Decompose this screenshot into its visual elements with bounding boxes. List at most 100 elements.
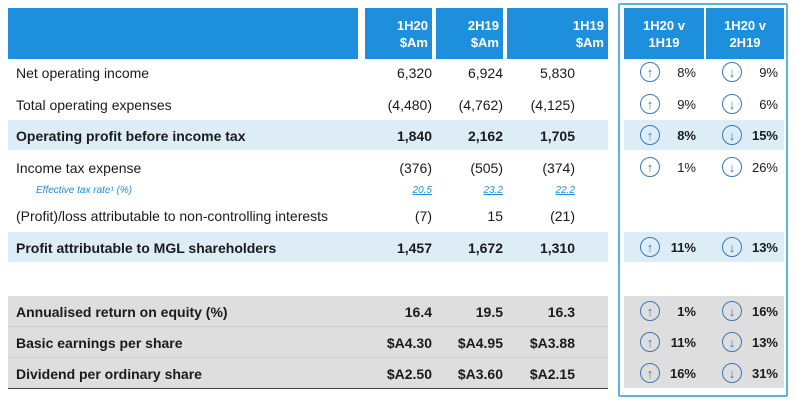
down-arrow-circle-icon: ↓ <box>722 125 742 145</box>
change-vs-2h19: ↓ 13% <box>722 332 778 352</box>
row-label-basic-eps: Basic earnings per share <box>16 335 183 351</box>
row-label-effective-tax-rate: Effective tax rate¹ (%) <box>36 185 133 196</box>
row-label-profit-attributable: Profit attributable to MGL shareholders <box>16 240 277 256</box>
value-2h19: 15 <box>487 208 503 224</box>
value-1h20: $A2.50 <box>386 366 432 382</box>
down-arrow-circle-icon: ↓ <box>722 237 742 257</box>
change-value: 8% <box>677 64 696 80</box>
change-value: 16% <box>669 365 696 381</box>
value-1h20: (376) <box>399 160 432 176</box>
value-1h19: 22.2 <box>555 185 575 196</box>
value-2h19: 23.2 <box>483 185 503 196</box>
value-2h19: 2,162 <box>467 128 503 144</box>
column-header-unit: $Am <box>399 35 428 50</box>
change-value: 13% <box>751 239 778 255</box>
value-2h19: (4,762) <box>458 97 503 113</box>
highlight-row-operating-profit <box>8 120 608 150</box>
change-vs-1h19: ↑ 9% <box>640 94 696 114</box>
change-vs-2h19: ↓ 9% <box>722 62 778 82</box>
value-1h20: 20.5 <box>412 185 432 196</box>
value-2h19: 19.5 <box>475 304 503 320</box>
row-label-income-tax-expense: Income tax expense <box>16 160 142 176</box>
value-1h19: (21) <box>550 208 575 224</box>
value-1h20: 16.4 <box>404 304 432 320</box>
column-header-period: 2H19 <box>467 18 499 33</box>
header-bar <box>8 8 358 59</box>
change-value: 9% <box>759 64 778 80</box>
comparison-header-line: 1H19 <box>648 35 680 50</box>
change-value: 9% <box>677 96 696 112</box>
column-header-2h19: 2H19 $Am <box>436 8 503 59</box>
table-bottom-rule <box>8 388 608 389</box>
value-1h19: $A2.15 <box>529 366 575 382</box>
value-1h19: 5,830 <box>539 65 575 81</box>
comparison-header-line: 1H20 v <box>724 18 766 33</box>
down-arrow-circle-icon: ↓ <box>722 62 742 82</box>
value-2h19: $A4.95 <box>457 335 503 351</box>
comparison-header-1h20-v-2h19: 1H20 v 2H19 <box>706 8 784 59</box>
change-value: 26% <box>751 159 778 175</box>
up-arrow-circle-icon: ↑ <box>640 94 660 114</box>
change-vs-1h19: ↑ 1% <box>640 301 696 321</box>
up-arrow-circle-icon: ↑ <box>640 301 660 321</box>
change-vs-1h19: ↑ 16% <box>640 363 696 383</box>
change-value: 13% <box>751 334 778 350</box>
column-header-unit: $Am <box>575 35 604 50</box>
up-arrow-circle-icon: ↑ <box>640 125 660 145</box>
comparison-header-line: 1H20 v <box>643 18 685 33</box>
up-arrow-circle-icon: ↑ <box>640 332 660 352</box>
value-1h20: 6,320 <box>396 65 432 81</box>
change-value: 16% <box>751 303 778 319</box>
value-1h19: 16.3 <box>547 304 575 320</box>
down-arrow-circle-icon: ↓ <box>722 301 742 321</box>
value-1h20: (7) <box>414 208 432 224</box>
change-value: 8% <box>677 127 696 143</box>
row-label-operating-profit: Operating profit before income tax <box>16 128 246 144</box>
down-arrow-circle-icon: ↓ <box>722 332 742 352</box>
change-vs-2h19: ↓ 16% <box>722 301 778 321</box>
up-arrow-circle-icon: ↑ <box>640 157 660 177</box>
change-value: 11% <box>670 334 696 350</box>
column-header-unit: $Am <box>470 35 499 50</box>
change-value: 6% <box>759 96 778 112</box>
row-label-net-operating-income: Net operating income <box>16 65 150 81</box>
change-vs-2h19: ↓ 26% <box>722 157 778 177</box>
down-arrow-circle-icon: ↓ <box>722 94 742 114</box>
row-label-return-on-equity: Annualised return on equity (%) <box>16 304 228 320</box>
column-header-period: 1H19 <box>572 18 604 33</box>
row-label-total-operating-expenses: Total operating expenses <box>16 97 172 113</box>
row-divider <box>8 357 608 358</box>
column-header-1h20: 1H20 $Am <box>365 8 432 59</box>
row-label-non-controlling-interests: (Profit)/loss attributable to non-contro… <box>16 208 329 224</box>
value-1h19: 1,705 <box>539 128 575 144</box>
change-vs-2h19: ↓ 6% <box>722 94 778 114</box>
highlight-row-profit-attributable <box>8 232 608 262</box>
value-1h20: (4,480) <box>387 97 432 113</box>
up-arrow-circle-icon: ↑ <box>640 363 660 383</box>
change-vs-1h19: ↑ 11% <box>640 237 696 257</box>
change-vs-1h19: ↑ 8% <box>640 125 696 145</box>
value-1h20: $A4.30 <box>386 335 432 351</box>
value-2h19: (505) <box>470 160 503 176</box>
change-value: 31% <box>751 365 778 381</box>
change-vs-1h19: ↑ 8% <box>640 62 696 82</box>
change-vs-2h19: ↓ 13% <box>722 237 778 257</box>
value-1h19: (4,125) <box>530 97 575 113</box>
row-divider <box>8 326 608 327</box>
comparison-header-line: 2H19 <box>729 35 761 50</box>
change-vs-1h19: ↑ 1% <box>640 157 696 177</box>
up-arrow-circle-icon: ↑ <box>640 237 660 257</box>
row-label-dividend-per-share: Dividend per ordinary share <box>16 366 202 382</box>
down-arrow-circle-icon: ↓ <box>722 157 742 177</box>
value-1h20: 1,457 <box>396 240 432 256</box>
value-2h19: 1,672 <box>467 240 503 256</box>
change-value: 1% <box>677 303 696 319</box>
key-metrics-block <box>8 296 608 388</box>
value-2h19: $A3.60 <box>457 366 503 382</box>
change-vs-1h19: ↑ 11% <box>640 332 696 352</box>
column-header-period: 1H20 <box>396 18 428 33</box>
comparison-header-1h20-v-1h19: 1H20 v 1H19 <box>624 8 704 59</box>
change-vs-2h19: ↓ 15% <box>722 125 778 145</box>
down-arrow-circle-icon: ↓ <box>722 363 742 383</box>
change-value: 15% <box>751 127 778 143</box>
